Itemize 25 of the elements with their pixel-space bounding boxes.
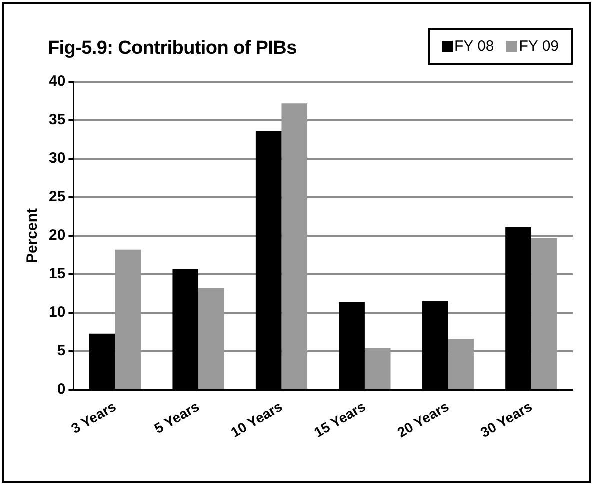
y-tick-label: 20 [48,227,66,244]
legend-label: FY 08 [454,38,494,55]
y-tick-label: 15 [48,266,66,283]
bar [364,348,391,390]
y-tick-label: 30 [48,150,66,168]
y-tick-label: 10 [48,304,66,322]
bar [531,238,558,390]
y-tick-label: 35 [48,112,66,129]
y-tick-label: 40 [48,73,66,90]
y-tick-label: 5 [57,342,66,360]
y-axis-title: Percent [24,208,42,264]
x-tick-label: 30 Years [478,398,535,441]
legend-label: FY 09 [519,38,559,55]
bar [198,288,224,390]
y-tick-label: 25 [48,188,66,206]
x-tick-label: 15 Years [311,398,369,441]
chart-title: Fig-5.9: Contribution of PIBs [48,38,297,60]
bar [448,339,474,390]
x-tick-label: 3 Years [68,398,119,437]
x-tick-label: 5 Years [152,398,202,437]
x-tick-label: 10 Years [228,398,286,441]
bar [115,250,142,390]
y-tick-label: 0 [57,381,66,398]
x-tick-label: 20 Years [394,398,452,441]
bar [282,104,308,390]
